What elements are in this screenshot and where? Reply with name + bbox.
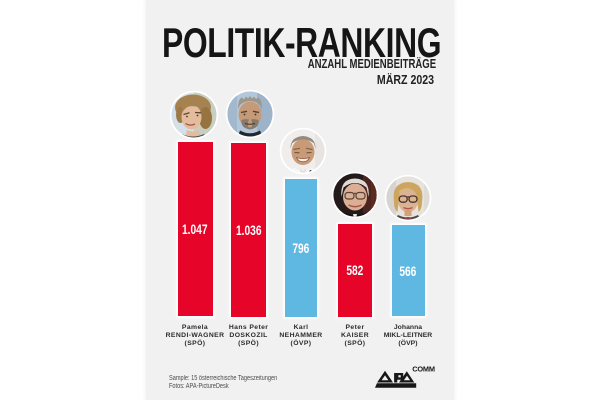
svg-text:COMM: COMM <box>412 364 435 373</box>
